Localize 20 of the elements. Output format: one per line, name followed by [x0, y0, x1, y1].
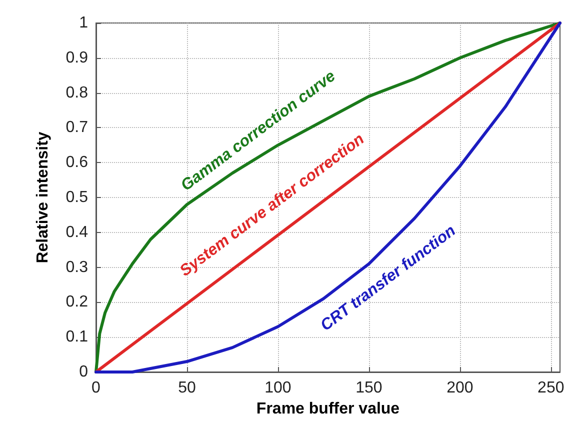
y-tick-label: 0.6 — [66, 154, 88, 172]
x-tick-label: 150 — [356, 380, 382, 396]
x-tick-label: 200 — [446, 380, 474, 396]
y-tick-label: 0.8 — [66, 84, 88, 102]
x-tick-label: 0 — [92, 380, 101, 396]
x-tick-label: 250 — [538, 380, 564, 396]
x-tick-label: 50 — [178, 380, 196, 396]
line-series — [94, 22, 562, 374]
y-tick-label: 0.1 — [66, 328, 88, 346]
y-axis-title: Relative intensity — [34, 132, 52, 264]
y-tick-label: 0.9 — [66, 49, 88, 66]
y-tick-label: 0.7 — [66, 119, 88, 136]
x-tick-label: 100 — [264, 380, 292, 396]
y-tick-label: 0.3 — [66, 258, 88, 276]
y-tick-label: 1 — [79, 14, 88, 32]
x-axis-title: Frame buffer value — [256, 400, 400, 418]
y-tick-label: 0.5 — [66, 189, 88, 206]
y-tick-label: 0.2 — [66, 294, 88, 311]
y-tick-label: 0 — [79, 364, 88, 380]
y-tick-label: 0.4 — [66, 224, 88, 241]
